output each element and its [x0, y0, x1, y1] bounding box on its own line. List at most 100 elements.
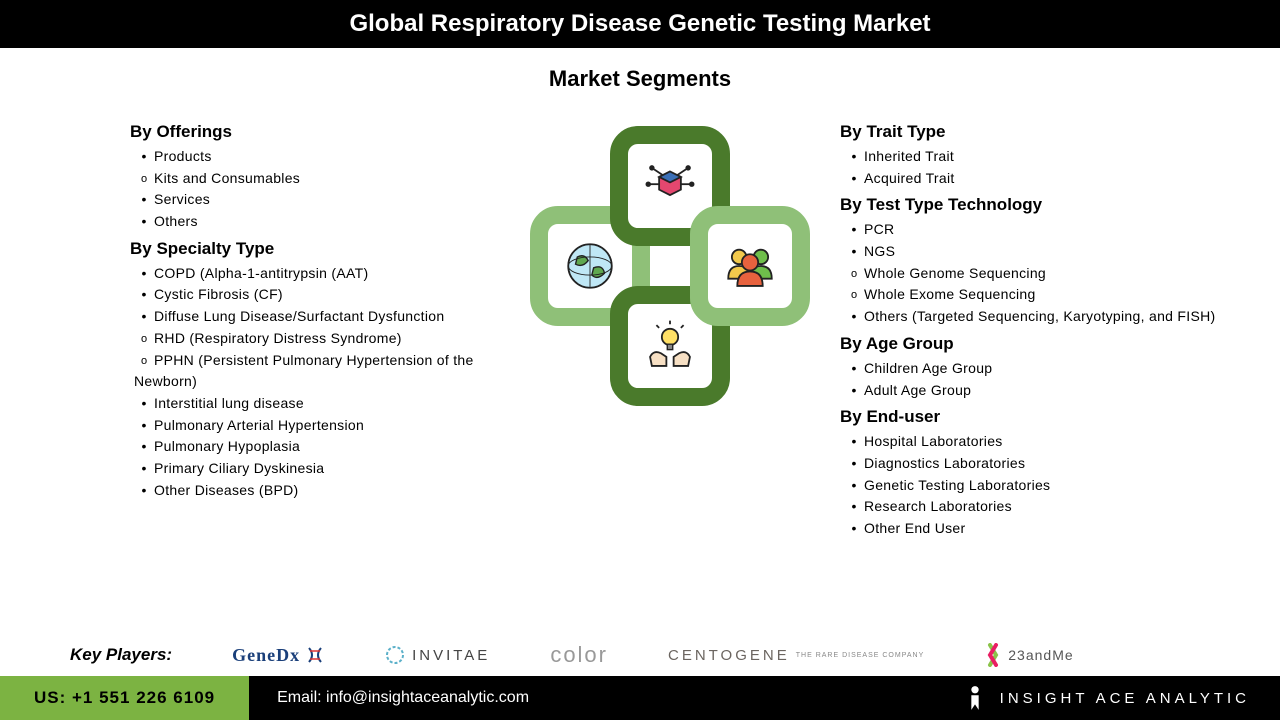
list-item-text: Whole Genome Sequencing [864, 265, 1046, 281]
footer-bar: US: +1 551 226 6109 Email: info@insighta… [0, 676, 1280, 720]
list-item: Primary Ciliary Dyskinesia [134, 458, 510, 480]
footer-phone: US: +1 551 226 6109 [0, 676, 249, 720]
list-item: Research Laboratories [844, 496, 1220, 518]
segment-title: By Offerings [130, 122, 510, 142]
list-item-text: Whole Exome Sequencing [864, 286, 1036, 302]
segment-title: By Age Group [840, 334, 1220, 354]
list-item: Children Age Group [844, 358, 1220, 380]
list-item-text: RHD (Respiratory Distress Syndrome) [154, 330, 402, 346]
footer-brand-text: INSIGHT ACE ANALYTIC [1000, 690, 1250, 707]
ring-right [690, 206, 810, 326]
list-item-text: Research Laboratories [864, 498, 1012, 514]
logo-centogene-text: CENTOGENE [668, 648, 790, 663]
list-item: Interstitial lung disease [134, 393, 510, 415]
list-item: NGS [844, 241, 1220, 263]
list-item: COPD (Alpha-1-antitrypsin (AAT) [134, 263, 510, 285]
list-item-text: COPD (Alpha-1-antitrypsin (AAT) [154, 265, 368, 281]
people-icon [721, 237, 779, 295]
list-item: Whole Genome Sequencing [844, 263, 1220, 285]
list-item-text: Interstitial lung disease [154, 395, 304, 411]
subtitle: Market Segments [0, 66, 1280, 92]
list-item-text: Diffuse Lung Disease/Surfactant Dysfunct… [154, 308, 444, 324]
segment-title: By End-user [840, 407, 1220, 427]
interlocking-rings-graphic [530, 126, 810, 406]
list-item-text: Services [154, 191, 210, 207]
chromosome-icon [984, 643, 1002, 667]
segment-title: By Specialty Type [130, 239, 510, 259]
segment-list: Products Kits and Consumables Services Othe… [130, 146, 510, 233]
logo-centogene: CENTOGENE THE RARE DISEASE COMPANY [668, 648, 924, 663]
segment-list: COPD (Alpha-1-antitrypsin (AAT) Cystic Fi… [130, 263, 510, 502]
logo-genedx-text: GeneDx [232, 645, 300, 666]
key-players-row: Key Players: GeneDx INVITAE color CENTOG… [0, 642, 1280, 676]
title-bar: Global Respiratory Disease Genetic Testi… [0, 0, 1280, 48]
logo-genedx: GeneDx [232, 645, 324, 666]
left-column: By Offerings Products Kits and Consumables… [130, 116, 510, 540]
footer-brand: INSIGHT ACE ANALYTIC [934, 676, 1280, 720]
list-item: Other Diseases (BPD) [134, 480, 510, 502]
list-item: Adult Age Group [844, 380, 1220, 402]
list-item-text: Inherited Trait [864, 148, 954, 164]
list-item: Whole Exome Sequencing [844, 284, 1220, 306]
center-graphic-column [520, 116, 820, 540]
globe-icon [561, 237, 619, 295]
list-item: PCR [844, 219, 1220, 241]
list-item-text: Other Diseases (BPD) [154, 482, 298, 498]
list-item-text: Hospital Laboratories [864, 433, 1003, 449]
logo-invitae: INVITAE [384, 644, 490, 666]
list-item-text: Other End User [864, 520, 965, 536]
list-item-text: Primary Ciliary Dyskinesia [154, 460, 324, 476]
brand-icon [964, 684, 986, 712]
segment-title: By Trait Type [840, 122, 1220, 142]
list-item-text: Acquired Trait [864, 170, 955, 186]
list-item: Kits and Consumables [134, 168, 510, 190]
list-item: Others (Targeted Sequencing, Karyotyping… [844, 306, 1220, 328]
segment-list: Hospital Laboratories Diagnostics Laborat… [840, 431, 1220, 539]
list-item: Diagnostics Laboratories [844, 453, 1220, 475]
list-item-text: PPHN (Persistent Pulmonary Hypertension … [134, 352, 474, 390]
logo-invitae-text: INVITAE [412, 647, 490, 664]
segment-list: Inherited Trait Acquired Trait [840, 146, 1220, 189]
list-item-text: Cystic Fibrosis (CF) [154, 286, 283, 302]
list-item: Cystic Fibrosis (CF) [134, 284, 510, 306]
network-cube-icon [641, 157, 699, 215]
list-item: RHD (Respiratory Distress Syndrome) [134, 328, 510, 350]
list-item-text: PCR [864, 221, 894, 237]
list-item-text: Products [154, 148, 212, 164]
list-item-text: Kits and Consumables [154, 170, 300, 186]
right-column: By Trait Type Inherited Trait Acquired Tra… [830, 116, 1220, 540]
list-item-text: Others [154, 213, 198, 229]
circle-swirl-icon [384, 644, 406, 666]
list-item-text: NGS [864, 243, 895, 259]
list-item: PPHN (Persistent Pulmonary Hypertension … [134, 350, 510, 393]
list-item: Acquired Trait [844, 168, 1220, 190]
dna-icon [306, 646, 324, 664]
list-item: Pulmonary Arterial Hypertension [134, 415, 510, 437]
list-item: Hospital Laboratories [844, 431, 1220, 453]
list-item: Genetic Testing Laboratories [844, 475, 1220, 497]
segment-list: Children Age Group Adult Age Group [840, 358, 1220, 401]
logo-centogene-tag: THE RARE DISEASE COMPANY [796, 652, 925, 659]
list-item-text: Adult Age Group [864, 382, 971, 398]
segment-list: PCR NGS Whole Genome Sequencing Whole Exome… [840, 219, 1220, 327]
logo-color: color [550, 642, 608, 668]
logo-23andme: 23andMe [984, 643, 1073, 667]
list-item-text: Diagnostics Laboratories [864, 455, 1025, 471]
logo-23andme-text: 23andMe [1008, 647, 1073, 663]
content-area: By Offerings Products Kits and Consumables… [0, 92, 1280, 540]
list-item-text: Pulmonary Hypoplasia [154, 438, 300, 454]
list-item: Pulmonary Hypoplasia [134, 436, 510, 458]
list-item: Diffuse Lung Disease/Surfactant Dysfunct… [134, 306, 510, 328]
list-item: Inherited Trait [844, 146, 1220, 168]
list-item: Other End User [844, 518, 1220, 540]
idea-hands-icon [641, 317, 699, 375]
list-item: Others [134, 211, 510, 233]
list-item: Products [134, 146, 510, 168]
list-item-text: Others (Targeted Sequencing, Karyotyping… [864, 308, 1215, 324]
page-title: Global Respiratory Disease Genetic Testi… [349, 10, 930, 37]
list-item-text: Children Age Group [864, 360, 992, 376]
key-players-label: Key Players: [70, 645, 172, 665]
list-item-text: Pulmonary Arterial Hypertension [154, 417, 364, 433]
segment-title: By Test Type Technology [840, 195, 1220, 215]
list-item-text: Genetic Testing Laboratories [864, 477, 1050, 493]
